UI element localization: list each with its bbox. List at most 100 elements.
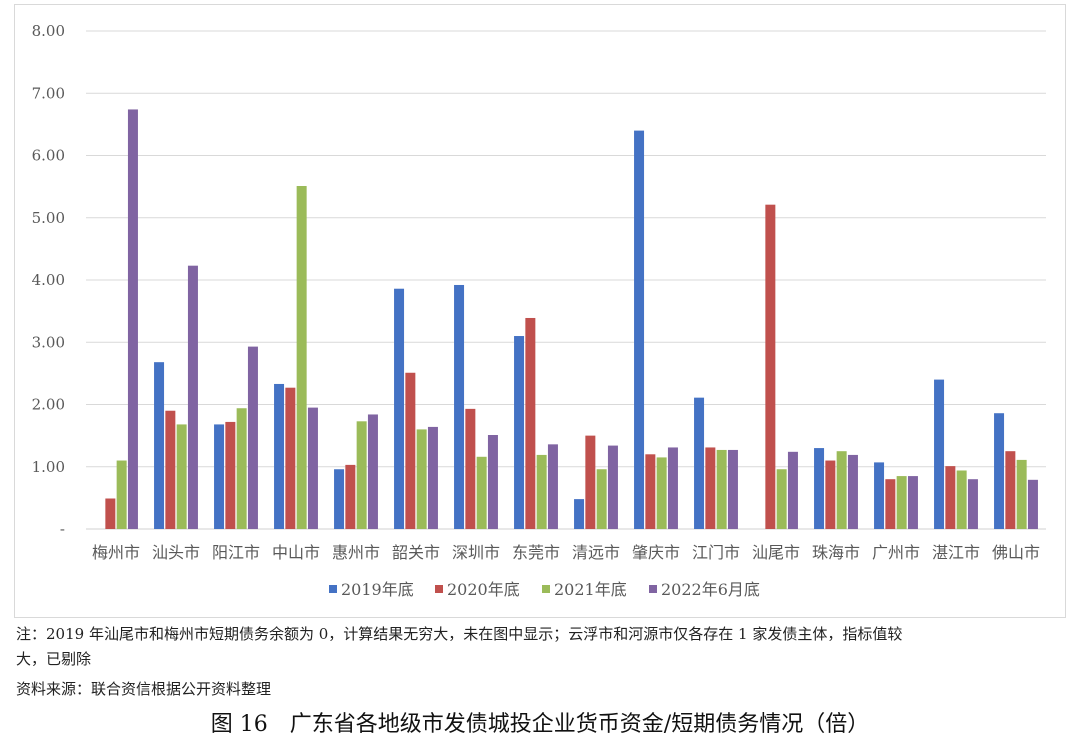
- bar: [574, 499, 585, 529]
- bar: [536, 454, 547, 529]
- x-category-label: 肇庆市: [632, 543, 680, 562]
- legend-swatch: [329, 585, 337, 593]
- bar: [874, 462, 885, 529]
- y-axis-ticks: - 1.00 2.00 3.00 4.00 5.00 6.00 7.00 8.00: [32, 22, 65, 538]
- bar: [334, 469, 345, 529]
- bars: [105, 109, 1038, 530]
- x-axis-categories: 梅州市 汕头市 阳江市 中山市 惠州市 韶关市 深圳市 东莞市 清远市 肇庆市 江门市 汕尾市 珠海市广…: [92, 543, 1040, 562]
- x-category-label: 韶关市: [392, 543, 440, 562]
- bar: [967, 479, 978, 529]
- bar: [187, 265, 198, 529]
- x-category-label: 梅州市: [92, 543, 140, 562]
- bar: [296, 186, 307, 529]
- bar: [596, 469, 607, 529]
- bar: [847, 454, 858, 529]
- bar: [165, 410, 176, 529]
- bar: [176, 424, 187, 529]
- y-tick-label: 6.00: [32, 147, 65, 165]
- x-category-label: 珠海市: [812, 543, 860, 562]
- bar: [907, 476, 918, 529]
- bar: [607, 445, 618, 529]
- y-tick-label: 3.00: [32, 333, 65, 351]
- chart-note-line-1: 注：2019 年汕尾市和梅州市短期债务余额为 0，计算结果无穷大，未在图中显示；…: [16, 625, 903, 643]
- bar: [307, 407, 318, 529]
- bar: [885, 479, 896, 529]
- data-source: 资料来源：联合资信根据公开资料整理: [16, 680, 272, 698]
- bar: [367, 414, 378, 529]
- bar: [514, 336, 525, 529]
- bar: [1016, 459, 1027, 529]
- bar: [1027, 479, 1038, 529]
- bar: [525, 317, 536, 529]
- bar: [956, 470, 967, 529]
- x-category-label: 清远市: [572, 543, 620, 562]
- x-category-label: 东莞市: [512, 543, 560, 562]
- bar: [705, 447, 716, 529]
- bar: [154, 362, 165, 529]
- bar: [656, 457, 667, 529]
- x-category-label: 汕头市: [152, 543, 200, 562]
- bar: [945, 466, 956, 529]
- y-tick-label: 7.00: [32, 84, 65, 102]
- bar: [765, 204, 776, 530]
- bar: [487, 435, 498, 529]
- x-category-label: 江门市: [692, 543, 740, 562]
- bar: [356, 421, 367, 529]
- bar: [225, 421, 236, 529]
- chart-note-line-2: 大，已剔除: [16, 650, 92, 668]
- bar: [787, 451, 798, 529]
- bar: [105, 498, 116, 529]
- bar: [776, 469, 787, 529]
- bar: [394, 288, 405, 529]
- bar: [994, 413, 1005, 529]
- bar: [285, 387, 296, 529]
- bar: [814, 448, 825, 529]
- y-tick-label: 4.00: [32, 271, 65, 289]
- bar: [896, 476, 907, 529]
- x-category-label: 中山市: [272, 543, 320, 562]
- bar: [454, 284, 465, 529]
- legend: 2019年底 2020年底 2021年底 2022年6月底: [329, 580, 760, 599]
- bar: [716, 449, 727, 529]
- legend-label: 2022年6月底: [661, 580, 760, 599]
- bar: [547, 444, 558, 529]
- legend-label: 2019年底: [341, 580, 414, 599]
- bar: [694, 397, 705, 529]
- bar: [585, 435, 596, 529]
- bar: [465, 408, 476, 529]
- bar: [247, 346, 258, 529]
- legend-swatch: [435, 585, 443, 593]
- bar: [416, 429, 427, 529]
- bar: [405, 372, 416, 529]
- bar: [214, 424, 225, 529]
- bar-chart: - 1.00 2.00 3.00 4.00 5.00 6.00 7.00 8.00 梅州市 汕头市…: [32, 22, 1046, 599]
- x-category-label: 广州市: [872, 543, 920, 562]
- bar: [236, 408, 247, 529]
- x-category-label: 湛江市: [932, 543, 980, 562]
- bar: [667, 447, 678, 529]
- bar: [274, 383, 285, 529]
- x-category-label: 深圳市: [452, 543, 500, 562]
- figure-caption: 图 16 广东省各地级市发债城投企业货币资金/短期债务情况（倍）: [210, 712, 870, 737]
- y-tick-label: 5.00: [32, 209, 65, 227]
- bar: [836, 451, 847, 529]
- bar: [476, 456, 487, 529]
- bar: [934, 379, 945, 529]
- legend-swatch: [649, 585, 657, 593]
- legend-swatch: [542, 585, 550, 593]
- bar: [116, 460, 127, 529]
- x-category-label: 佛山市: [992, 543, 1040, 562]
- y-tick-label: -: [60, 520, 65, 538]
- bar: [1005, 451, 1016, 529]
- bar: [634, 130, 645, 529]
- x-category-label: 阳江市: [212, 543, 260, 562]
- y-tick-label: 1.00: [32, 458, 65, 476]
- x-category-label: 惠州市: [332, 543, 380, 562]
- legend-label: 2021年底: [554, 580, 627, 599]
- chart-frame: - 1.00 2.00 3.00 4.00 5.00 6.00 7.00 8.00 梅州市 汕头市…: [14, 4, 1066, 618]
- bar: [645, 454, 656, 529]
- bar: [427, 426, 438, 529]
- bar: [127, 109, 138, 529]
- bar: [727, 449, 738, 529]
- bar: [345, 464, 356, 529]
